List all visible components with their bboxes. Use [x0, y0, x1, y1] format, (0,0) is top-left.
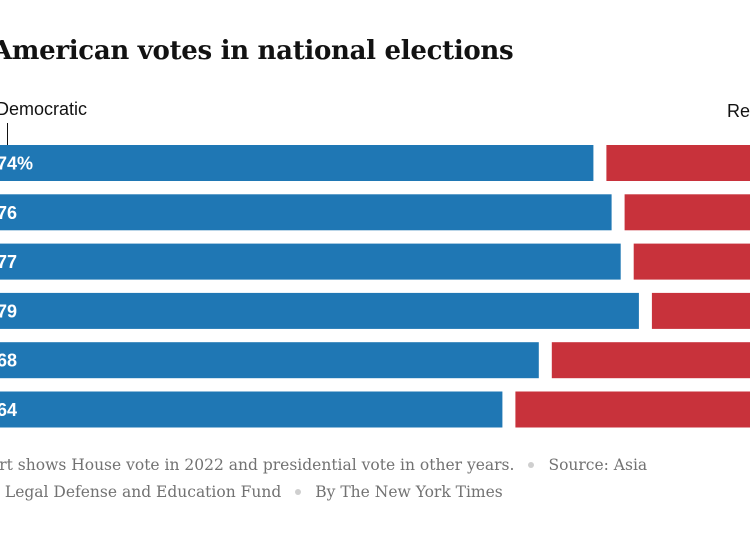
footnote-credit: By The New York Times: [315, 483, 503, 501]
legend-democratic: Democratic: [0, 99, 88, 119]
bar-republican: [624, 194, 750, 231]
footnote-separator: [295, 489, 302, 495]
legend-democratic-tick: [7, 123, 8, 145]
footnote-source: Source: Asia: [548, 456, 648, 474]
bar-value-label: 64: [0, 400, 17, 420]
bar-value-label: 79: [0, 301, 17, 321]
bar-value-label: 76: [0, 203, 17, 223]
bar-republican: [633, 243, 750, 280]
footnote-separator: [528, 462, 535, 468]
bar-democratic: [0, 292, 639, 329]
footnote-line-2: n Legal Defense and Education Fund By The…: [0, 483, 503, 501]
bar-value-label: 77: [0, 252, 17, 272]
bar-republican: [651, 292, 750, 329]
bar-republican: [551, 342, 750, 379]
footnote-source-cont: n Legal Defense and Education Fund: [0, 483, 282, 501]
bar-democratic: [0, 391, 503, 428]
bar-republican: [606, 145, 750, 181]
chart-title: American votes in national elections: [0, 36, 514, 66]
bar-value-label: 68: [0, 351, 17, 371]
bar-democratic: [0, 145, 594, 181]
bar-democratic: [0, 194, 612, 231]
bar-chart: 74% 76 77 79 68 64: [0, 145, 750, 428]
footnote-line-1: art shows House vote in 2022 and preside…: [0, 456, 647, 474]
legend-republican: Re: [727, 101, 750, 121]
bar-democratic: [0, 243, 621, 280]
footnote-note: art shows House vote in 2022 and preside…: [0, 456, 515, 474]
bar-democratic: [0, 342, 539, 379]
bar-republican: [515, 391, 750, 428]
bar-value-label: 74%: [0, 154, 33, 174]
